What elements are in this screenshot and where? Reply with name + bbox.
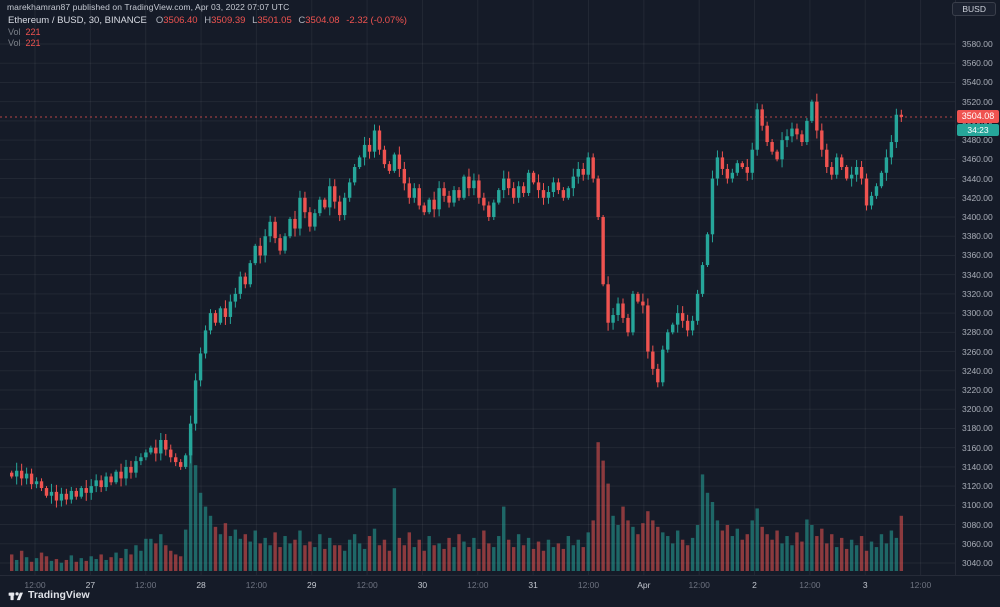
low-label: L [252, 14, 258, 26]
publish-bar: marekhamran87 published on TradingView.c… [7, 2, 289, 12]
price-axis[interactable]: 3504.08 34:23 3580.00 3560.00 3540.00 3520.… [955, 0, 1000, 575]
price-tick-label: 3340.00 [962, 269, 993, 280]
price-tick-label: 3540.00 [962, 77, 993, 88]
time-tick-label: 12:00 [909, 580, 932, 590]
currency-button[interactable]: BUSD [952, 2, 996, 16]
time-tick-label: 12:00 [577, 580, 600, 590]
time-tick-label: 31 [528, 580, 538, 590]
ohlc-values: O3506.40 H3509.39 L3501.05 C3504.08 -2.3… [152, 15, 407, 26]
low-value: 3501.05 [257, 14, 292, 26]
symbol-legend-row[interactable]: Ethereum / BUSD, 30, BINANCE O3506.40 H3… [8, 14, 407, 26]
vol-label: Vol [8, 26, 21, 37]
vol-label: Vol [8, 37, 21, 48]
price-tick-label: 3160.00 [962, 442, 993, 453]
tradingview-logo-icon [8, 592, 23, 601]
price-tick-label: 3460.00 [962, 154, 993, 165]
time-tick-label: 2 [752, 580, 757, 590]
open-label: O [155, 14, 164, 26]
time-tick-label: 12:00 [688, 580, 710, 590]
publish-info: marekhamran87 published on TradingView.c… [7, 2, 290, 12]
price-tick-label: 3560.00 [962, 58, 993, 69]
volume-legend-row[interactable]: Vol 221 [8, 37, 407, 48]
price-tick-label: 3580.00 [962, 39, 993, 49]
vol-value: 221 [25, 37, 41, 48]
time-tick-label: 27 [85, 580, 96, 590]
candlestick-chart-plot[interactable] [0, 0, 955, 575]
price-tick-label: 3260.00 [962, 346, 993, 357]
time-tick-label: 28 [196, 580, 206, 590]
time-tick-label: 12:00 [24, 580, 46, 590]
price-tick-label: 3420.00 [962, 192, 993, 203]
price-tick-label: 3360.00 [962, 250, 993, 261]
price-tick-label: 3320.00 [962, 288, 993, 299]
price-tick-label: 3140.00 [962, 461, 993, 472]
high-value: 3509.39 [211, 14, 246, 26]
price-tick-label: 3300.00 [962, 308, 993, 319]
last-price-badge: 3504.08 [957, 110, 999, 124]
chart-legend: Ethereum / BUSD, 30, BINANCE O3506.40 H3… [8, 14, 407, 48]
time-tick-label: 29 [307, 580, 317, 590]
tradingview-logo-text: TradingView [28, 588, 90, 601]
close-value: 3504.08 [305, 14, 340, 26]
time-tick-label: 12:00 [356, 580, 378, 590]
time-tick-label: 30 [417, 580, 428, 590]
price-tick-label: 3200.00 [962, 404, 993, 415]
price-tick-label: 3080.00 [962, 519, 993, 530]
price-tick-label: 3280.00 [962, 327, 993, 338]
price-tick-label: 3440.00 [962, 173, 993, 184]
price-tick-label: 3100.00 [962, 500, 993, 511]
price-tick-label: 3060.00 [962, 538, 993, 549]
bar-countdown-badge: 34:23 [957, 124, 999, 137]
time-tick-label: 12:00 [799, 580, 821, 590]
time-tick-label: 12:00 [467, 580, 489, 590]
price-tick-label: 3120.00 [962, 481, 993, 492]
price-tick-label: 3400.00 [962, 212, 993, 222]
price-tick-label: 3520.00 [962, 96, 993, 107]
tradingview-logo[interactable]: TradingView [8, 587, 90, 602]
time-tick-label: 3 [862, 580, 868, 590]
time-axis[interactable]: 12:00 27 12:00 28 12:00 29 12:00 30 12:00 31 12:00… [0, 575, 1000, 595]
price-tick-label: 3380.00 [962, 231, 993, 242]
time-tick-label: Apr [637, 580, 651, 590]
time-tick-label: 12:00 [245, 580, 268, 590]
vol-value: 221 [25, 26, 41, 37]
price-tick-label: 3480.00 [962, 135, 993, 146]
high-label: H [204, 14, 212, 26]
price-tick-label: 3220.00 [962, 385, 993, 395]
volume-legend-row[interactable]: Vol 221 [8, 26, 407, 37]
time-tick-label: 12:00 [135, 580, 157, 590]
symbol-title: Ethereum / BUSD, 30, BINANCE [8, 14, 147, 26]
price-tick-label: 3240.00 [962, 365, 993, 376]
close-label: C [298, 14, 306, 26]
open-value: 3506.40 [163, 14, 198, 26]
price-tick-label: 3180.00 [962, 423, 993, 434]
price-tick-label: 3040.00 [962, 558, 993, 568]
change-value: -2.32 (-0.07%) [346, 14, 407, 26]
